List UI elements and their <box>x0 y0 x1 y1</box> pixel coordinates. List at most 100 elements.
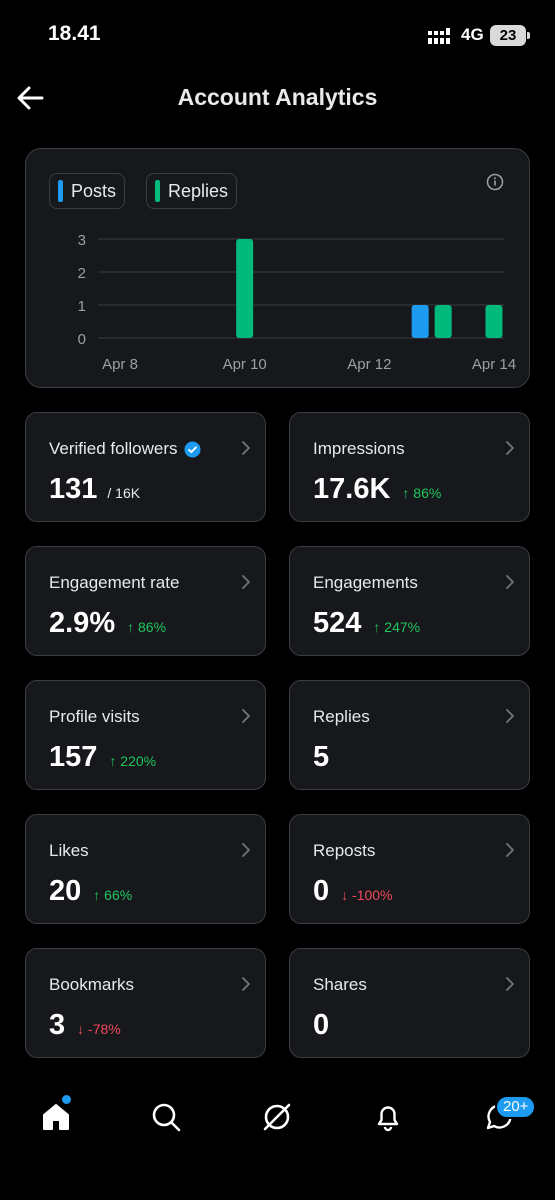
stat-value-row: 5 <box>313 741 329 774</box>
x-tick-label: Apr 10 <box>223 356 267 373</box>
chevron-right-icon <box>506 977 514 991</box>
messages-badge: 20+ <box>495 1095 537 1119</box>
stat-label-text: Engagement rate <box>49 573 180 592</box>
chevron-right-icon <box>242 709 250 723</box>
stat-label: Bookmarks <box>49 975 134 995</box>
stat-value: 131 <box>49 473 98 505</box>
y-tick-label: 2 <box>78 265 86 282</box>
stat-delta: ↑ 220% <box>109 753 157 769</box>
stat-value: 524 <box>313 607 362 639</box>
stat-value-row: 17.6K ↑ 86% <box>313 473 441 506</box>
bar-replies-apr-13[interactable] <box>434 305 452 338</box>
stat-subvalue: / 16K <box>107 485 141 501</box>
status-bar: 18.41 4G 23 <box>0 0 555 70</box>
nav-notifications[interactable] <box>368 1097 408 1137</box>
chevron-right-icon <box>506 709 514 723</box>
stat-label-text: Verified followers <box>49 439 178 458</box>
home-unread-dot <box>62 1095 71 1104</box>
stat-card-impressions[interactable]: Impressions 17.6K ↑ 86% <box>289 412 530 522</box>
stat-delta: ↓ -100% <box>341 887 393 903</box>
chevron-right-icon <box>242 575 250 589</box>
x-tick-label: Apr 12 <box>347 356 391 373</box>
chevron-right-icon <box>242 843 250 857</box>
stat-value: 157 <box>49 741 98 773</box>
stat-value-row: 3 ↓ -78% <box>49 1009 121 1042</box>
home-icon <box>43 1104 69 1130</box>
chevron-right-icon <box>506 575 514 589</box>
bar-posts-apr-13[interactable] <box>411 305 429 338</box>
posts-swatch <box>58 180 63 202</box>
stat-value: 0 <box>313 1009 330 1041</box>
status-time: 18.41 <box>48 22 101 45</box>
stat-card-profile-visits[interactable]: Profile visits 157 ↑ 220% <box>25 680 266 790</box>
activity-chart: 0 1 2 3 Apr 8 Apr 10 Apr 12 Apr 14 <box>78 232 516 373</box>
bottom-nav <box>0 1085 555 1155</box>
stat-label-text: Reposts <box>313 841 376 860</box>
stat-label-text: Likes <box>49 841 89 860</box>
stat-label-text: Engagements <box>313 573 418 592</box>
stat-delta: ↑ 247% <box>373 619 421 635</box>
chevron-right-icon <box>506 441 514 455</box>
stat-delta: ↑ 66% <box>93 887 133 903</box>
nav-grok[interactable] <box>257 1097 297 1137</box>
info-icon[interactable] <box>486 173 504 191</box>
stat-label: Replies <box>313 707 370 727</box>
grok-icon <box>263 1103 291 1131</box>
stat-value: 5 <box>313 741 330 773</box>
network-type: 4G <box>461 25 484 44</box>
x-tick-label: Apr 8 <box>102 356 138 373</box>
y-tick-label: 0 <box>78 331 86 348</box>
search-icon <box>152 1103 181 1132</box>
chevron-right-icon <box>506 843 514 857</box>
signal-icon <box>428 28 450 44</box>
bar-replies-apr-14[interactable] <box>485 305 503 338</box>
nav-search[interactable] <box>146 1097 186 1137</box>
y-tick-label: 3 <box>78 232 86 249</box>
stat-card-verified-followers[interactable]: Verified followers 131 / 16K <box>25 412 266 522</box>
stat-delta: ↓ -78% <box>77 1021 121 1037</box>
stat-label-text: Impressions <box>313 439 405 458</box>
stat-card-engagement-rate[interactable]: Engagement rate 2.9% ↑ 86% <box>25 546 266 656</box>
nav-home[interactable] <box>36 1097 76 1137</box>
stat-card-shares[interactable]: Shares 0 <box>289 948 530 1058</box>
y-tick-label: 1 <box>78 298 86 315</box>
stat-value-row: 2.9% ↑ 86% <box>49 607 166 640</box>
stat-label: Engagement rate <box>49 573 179 593</box>
stat-label-text: Replies <box>313 707 370 726</box>
x-tick-label: Apr 14 <box>472 356 516 373</box>
stat-card-engagements[interactable]: Engagements 524 ↑ 247% <box>289 546 530 656</box>
bar-replies-apr-10[interactable] <box>236 239 254 338</box>
replies-swatch <box>155 180 160 202</box>
verified-badge-icon <box>184 441 201 457</box>
stat-label: Engagements <box>313 573 418 593</box>
back-arrow-icon[interactable] <box>12 80 48 116</box>
legend-replies[interactable]: Replies <box>146 173 238 209</box>
stat-value: 3 <box>49 1009 66 1041</box>
chart-card: Posts Replies 0 1 2 3 Apr 8 Apr 10 Apr 12 Apr 1… <box>25 148 530 388</box>
stat-card-bookmarks[interactable]: Bookmarks 3 ↓ -78% <box>25 948 266 1058</box>
stat-label: Verified followers <box>49 439 201 459</box>
stat-card-likes[interactable]: Likes 20 ↑ 66% <box>25 814 266 924</box>
legend-posts-label: Posts <box>71 180 117 201</box>
stat-value-row: 524 ↑ 247% <box>313 607 420 640</box>
page-title: Account Analytics <box>177 84 378 110</box>
stat-value: 0 <box>313 875 330 907</box>
chevron-right-icon <box>242 441 250 455</box>
legend-posts[interactable]: Posts <box>49 173 126 209</box>
stat-value: 20 <box>49 875 82 907</box>
stat-card-replies[interactable]: Replies 5 <box>289 680 530 790</box>
stat-value-row: 20 ↑ 66% <box>49 875 132 908</box>
stat-card-reposts[interactable]: Reposts 0 ↓ -100% <box>289 814 530 924</box>
stat-label-text: Shares <box>313 975 367 994</box>
stat-label: Shares <box>313 975 367 995</box>
stat-label-text: Bookmarks <box>49 975 135 994</box>
stat-label: Impressions <box>313 439 405 459</box>
stat-label: Profile visits <box>49 707 140 727</box>
stat-delta: ↑ 86% <box>402 485 442 501</box>
stat-value-row: 0 <box>313 1009 329 1042</box>
stat-label: Reposts <box>313 841 375 861</box>
legend-replies-label: Replies <box>168 180 229 201</box>
stat-value: 2.9% <box>49 607 116 639</box>
stat-value: 17.6K <box>313 473 391 505</box>
notifications-icon <box>377 1106 399 1132</box>
